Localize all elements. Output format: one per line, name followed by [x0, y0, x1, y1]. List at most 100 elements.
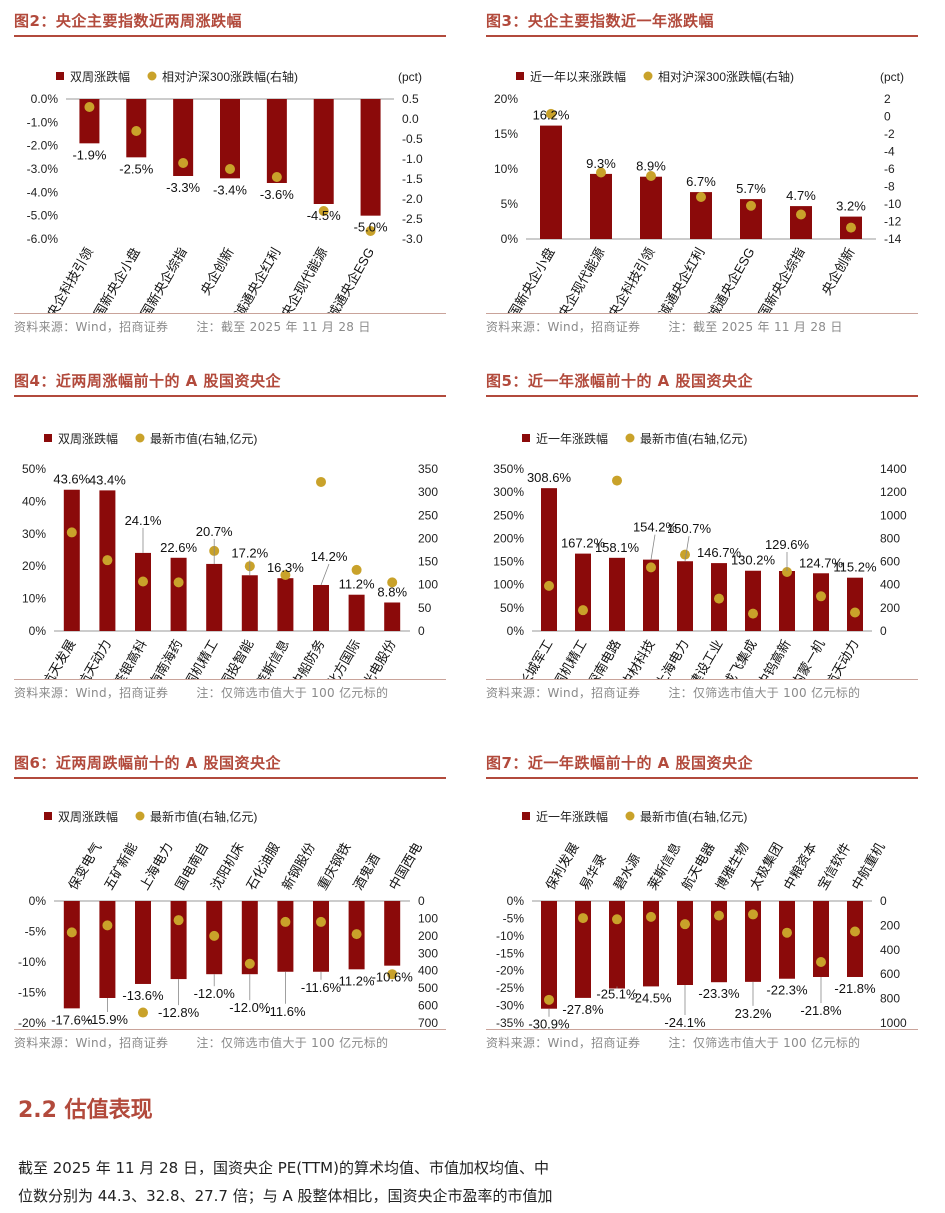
- left-axis-tick: -25%: [496, 981, 524, 995]
- right-axis-unit: (pct): [398, 70, 422, 84]
- right-axis-tick: 0: [418, 894, 425, 908]
- left-axis-tick: 100%: [493, 578, 524, 592]
- right-axis-tick: 800: [880, 992, 900, 1006]
- category-label: 光电股份: [360, 637, 399, 679]
- bar: [813, 901, 829, 977]
- right-axis-tick: -4: [884, 145, 895, 159]
- left-axis-tick: 150%: [493, 555, 524, 569]
- secondary-dot: [696, 192, 706, 202]
- bar-value-label: 8.8%: [377, 584, 407, 599]
- label-leader-line: [320, 563, 330, 586]
- bar-value-label: -11.6%: [301, 980, 342, 995]
- bar-value-label: 11.2%: [339, 577, 375, 592]
- figure-3-title: 图3：央企主要指数近一年涨跌幅: [486, 4, 918, 37]
- right-axis-tick: -1.0: [402, 152, 423, 166]
- legend-dot-label: 最新市值(右轴,亿元): [640, 809, 747, 824]
- bar: [609, 557, 625, 631]
- legend-bar-swatch: [522, 434, 530, 442]
- bar-value-label: 3.2%: [836, 199, 866, 214]
- bar: [677, 561, 693, 631]
- legend-dot-label: 相对沪深300涨跌幅(右轴): [658, 69, 794, 84]
- right-axis-tick: 0: [880, 624, 887, 638]
- figure-5-source-text: 资料来源：Wind，招商证券: [486, 686, 641, 700]
- right-axis-tick: 100: [418, 578, 438, 592]
- category-label: 重庆钢铁: [315, 840, 354, 893]
- figure-4-source: 资料来源：Wind，招商证券 注：仅筛选市值大于 100 亿元标的: [14, 679, 446, 702]
- category-label: 国投智能: [217, 637, 256, 679]
- secondary-dot: [138, 576, 148, 587]
- bar-value-label: 43.4%: [89, 472, 126, 487]
- left-axis-tick: -15%: [18, 986, 46, 1000]
- bar-value-label: -3.6%: [260, 187, 294, 202]
- bar: [677, 901, 693, 986]
- bar-value-label: 130.2%: [731, 553, 776, 568]
- secondary-dot: [178, 158, 189, 168]
- secondary-dot: [612, 475, 622, 486]
- left-axis-tick: 15%: [494, 127, 518, 141]
- secondary-dot: [816, 957, 826, 967]
- legend-dot-swatch: [643, 71, 653, 81]
- category-label: 国电南自: [172, 840, 211, 893]
- left-axis-tick: -5%: [25, 925, 47, 939]
- category-label: 碧水源: [611, 851, 643, 892]
- bar: [575, 553, 591, 631]
- secondary-dot: [796, 209, 806, 220]
- category-label: 国新央企小盘: [91, 245, 143, 313]
- category-label: 中材科技: [619, 637, 658, 679]
- left-axis-tick: 0%: [501, 232, 519, 246]
- category-label: 北方国际: [324, 637, 363, 679]
- figure-3-note: 注：截至 2025 年 11 月 28 日: [668, 320, 843, 334]
- secondary-dot: [612, 914, 622, 925]
- secondary-dot: [84, 102, 95, 112]
- category-label: 内蒙一机: [789, 637, 828, 679]
- left-axis-tick: 20%: [22, 559, 46, 573]
- bar-value-label: 308.6%: [527, 470, 572, 485]
- left-axis-tick: 250%: [493, 508, 524, 522]
- bar-value-label: -12.0%: [194, 986, 236, 1001]
- figure-5-note: 注：仅筛选市值大于 100 亿元标的: [668, 686, 861, 700]
- bar-value-label: 20.7%: [196, 524, 233, 539]
- bar: [847, 901, 863, 977]
- secondary-dot: [209, 930, 220, 941]
- left-axis-tick: 200%: [493, 531, 524, 545]
- figure-7-panel: 图7：近一年跌幅前十的 A 股国资央企 近一年涨跌幅 最新市值(右轴,亿元) 0% -…: [486, 746, 918, 1052]
- bar: [360, 99, 381, 216]
- bar: [745, 570, 761, 631]
- bar-value-label: -4.5%: [307, 208, 341, 223]
- bar-value-label: 167.2%: [561, 536, 606, 551]
- figure-4-chart: 双周涨跌幅 最新市值(右轴,亿元) 50% 40% 30% 20% 10% 0% 350 300 2…: [22, 431, 438, 679]
- bar-value-label: 24.1%: [125, 513, 162, 528]
- left-axis-tick: -30%: [496, 999, 524, 1013]
- category-label: 央企创新: [198, 245, 237, 298]
- left-axis-tick: 0.0%: [31, 92, 59, 106]
- figure-3-chart: 近一年以来涨跌幅 相对沪深300涨跌幅(右轴) (pct) 20% 15% 10% 5% 0%…: [494, 69, 904, 313]
- right-axis-tick: 0.5: [402, 92, 419, 106]
- right-axis-tick: 200: [418, 929, 438, 943]
- figure-4-source-text: 资料来源：Wind，招商证券: [14, 686, 169, 700]
- figure-5-chart: 近一年涨跌幅 最新市值(右轴,亿元) 350% 300% 250% 200% 150% 100…: [493, 431, 907, 679]
- figure-2-source: 资料来源：Wind，招商证券 注：截至 2025 年 11 月 28 日: [14, 313, 446, 336]
- figure-2-title: 图2：央企主要指数近两周涨跌幅: [14, 4, 446, 37]
- right-axis-tick: -10: [884, 197, 902, 211]
- secondary-dot: [680, 919, 690, 930]
- category-label: 莱斯信息: [253, 637, 292, 679]
- figure-6-source-text: 资料来源：Wind，招商证券: [14, 1036, 169, 1050]
- secondary-dot: [173, 577, 184, 588]
- secondary-dot: [387, 969, 398, 980]
- bar: [266, 99, 287, 183]
- bar: [790, 206, 812, 239]
- category-label: 国新央企小盘: [506, 245, 558, 313]
- bar-value-label: -21.8%: [800, 1003, 842, 1018]
- legend-bar-label: 近一年以来涨跌幅: [530, 69, 626, 84]
- right-axis-tick: 600: [880, 555, 900, 569]
- figure-7-chart: 近一年涨跌幅 最新市值(右轴,亿元) 0% -5% -10% -15% -20% -25% -3…: [496, 809, 907, 1029]
- bar: [241, 575, 258, 631]
- right-axis-tick: 50: [418, 601, 432, 615]
- bar-value-label: -22.3%: [766, 983, 808, 998]
- category-label: 保变电气: [65, 840, 104, 893]
- secondary-dot: [173, 915, 184, 926]
- bar-value-label: -24.1%: [664, 1015, 706, 1029]
- figure-2-source-text: 资料来源：Wind，招商证券: [14, 320, 169, 334]
- left-axis-tick: 50%: [500, 601, 524, 615]
- bar-value-label: 17.2%: [231, 545, 268, 560]
